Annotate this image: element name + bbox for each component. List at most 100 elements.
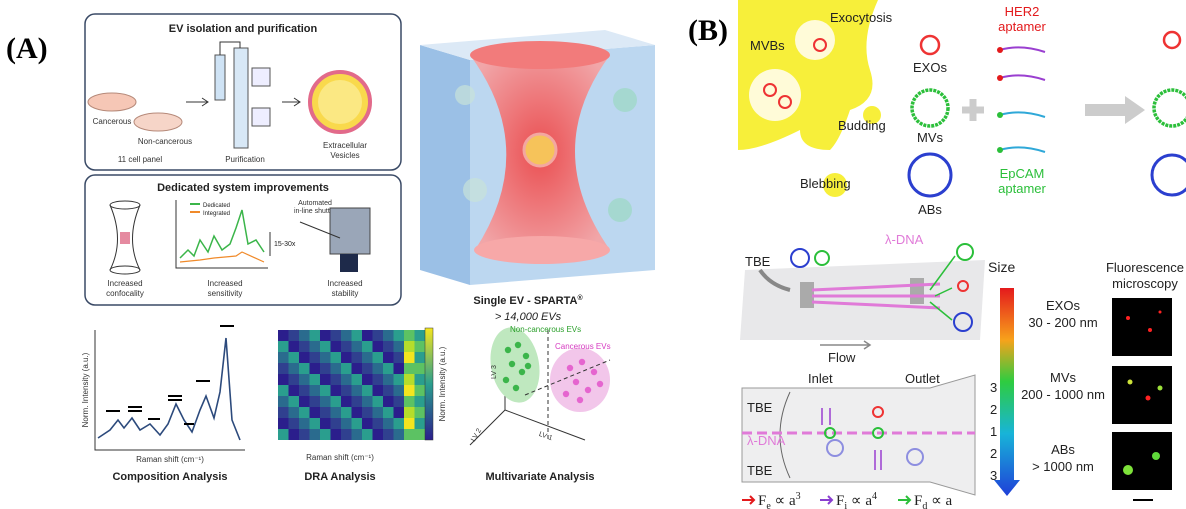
symbol: F xyxy=(836,493,844,509)
strand xyxy=(999,46,1046,53)
cell xyxy=(393,396,404,407)
symbol: F xyxy=(758,493,766,509)
score-dot xyxy=(566,364,574,372)
arrow xyxy=(186,97,209,107)
strand xyxy=(999,111,1046,118)
axis-label: LV 3 xyxy=(491,365,498,379)
laser-beam xyxy=(470,41,610,69)
cell xyxy=(309,363,320,374)
tube xyxy=(214,54,226,101)
cell xyxy=(372,418,383,429)
cell xyxy=(288,407,299,418)
tubing xyxy=(758,268,791,292)
cell xyxy=(320,374,331,385)
cell xyxy=(278,396,289,407)
dye xyxy=(997,147,1003,153)
cell xyxy=(288,374,299,385)
x-label: Raman shift (cm⁻¹) xyxy=(306,453,374,462)
score-dot xyxy=(508,360,516,368)
cell xyxy=(341,330,352,341)
cell xyxy=(404,330,415,341)
ab xyxy=(906,448,924,466)
spectrum-integrated xyxy=(179,251,265,263)
cell xyxy=(362,385,373,396)
spot xyxy=(1127,379,1133,385)
cell xyxy=(330,429,341,440)
cell xyxy=(393,407,404,418)
exo xyxy=(778,95,792,109)
group-label: Cancerous EVs xyxy=(555,342,611,351)
axes xyxy=(94,330,245,451)
confocal-icon xyxy=(109,204,141,271)
cell xyxy=(372,363,383,374)
cell xyxy=(393,385,404,396)
ev xyxy=(608,198,632,222)
sparta-title: Single EV - SPARTA® xyxy=(473,294,583,307)
legend-label: Integrated xyxy=(203,211,230,217)
cell xyxy=(341,396,352,407)
cell xyxy=(309,385,320,396)
cell xyxy=(309,374,320,385)
caption: Extracellular xyxy=(323,141,367,150)
lane-number: 2 xyxy=(990,402,997,417)
trajectory xyxy=(929,255,956,321)
caption: 11 cell panel xyxy=(118,155,163,164)
cell xyxy=(362,418,373,429)
y-label: Norm. Intensity (a.u.) xyxy=(81,352,90,427)
type-label: ABs xyxy=(918,202,942,217)
cell xyxy=(278,352,289,363)
separator xyxy=(524,359,611,396)
mv xyxy=(872,427,884,439)
cell xyxy=(330,396,341,407)
ab xyxy=(826,439,844,457)
cell xyxy=(330,330,341,341)
exo xyxy=(763,83,777,97)
confocal-icon xyxy=(109,200,141,210)
title-text: Single EV - SPARTA xyxy=(473,295,577,307)
subscript: d xyxy=(922,501,927,509)
cell xyxy=(341,407,352,418)
inlet-profile xyxy=(779,391,791,479)
lane-number: 2 xyxy=(990,446,997,461)
mv xyxy=(956,243,974,261)
cell xyxy=(330,341,341,352)
box-title: EV isolation and purification xyxy=(169,23,318,35)
axis-label: LV 1 xyxy=(538,431,554,442)
cell xyxy=(383,341,394,352)
cell xyxy=(404,374,415,385)
score-dot xyxy=(576,396,584,404)
cell xyxy=(320,385,331,396)
inset xyxy=(251,107,271,127)
bleb xyxy=(823,173,847,197)
cell xyxy=(362,396,373,407)
dish xyxy=(133,112,183,132)
cell xyxy=(278,330,289,341)
ab xyxy=(907,152,953,198)
cell xyxy=(404,385,415,396)
exo xyxy=(919,34,941,56)
lane-number: 3 xyxy=(990,468,997,483)
gain-label: 15-30x xyxy=(274,241,296,248)
score-dot xyxy=(502,376,510,384)
subplot-title: DRA Analysis xyxy=(304,471,375,483)
port xyxy=(800,282,814,308)
ab xyxy=(1150,153,1186,197)
cell xyxy=(299,330,310,341)
spot xyxy=(1145,395,1151,401)
dye xyxy=(997,112,1003,118)
cell xyxy=(414,352,425,363)
cell xyxy=(393,418,404,429)
score-dot xyxy=(578,358,586,366)
cell xyxy=(320,418,331,429)
cell xyxy=(414,396,425,407)
flow-arrow xyxy=(820,340,872,350)
micrograph xyxy=(1112,432,1172,490)
confocal-icon xyxy=(120,232,130,244)
superscript: 3 xyxy=(796,491,801,502)
cell xyxy=(278,363,289,374)
cell xyxy=(383,429,394,440)
dye xyxy=(997,75,1003,81)
cell xyxy=(299,429,310,440)
cell xyxy=(288,396,299,407)
